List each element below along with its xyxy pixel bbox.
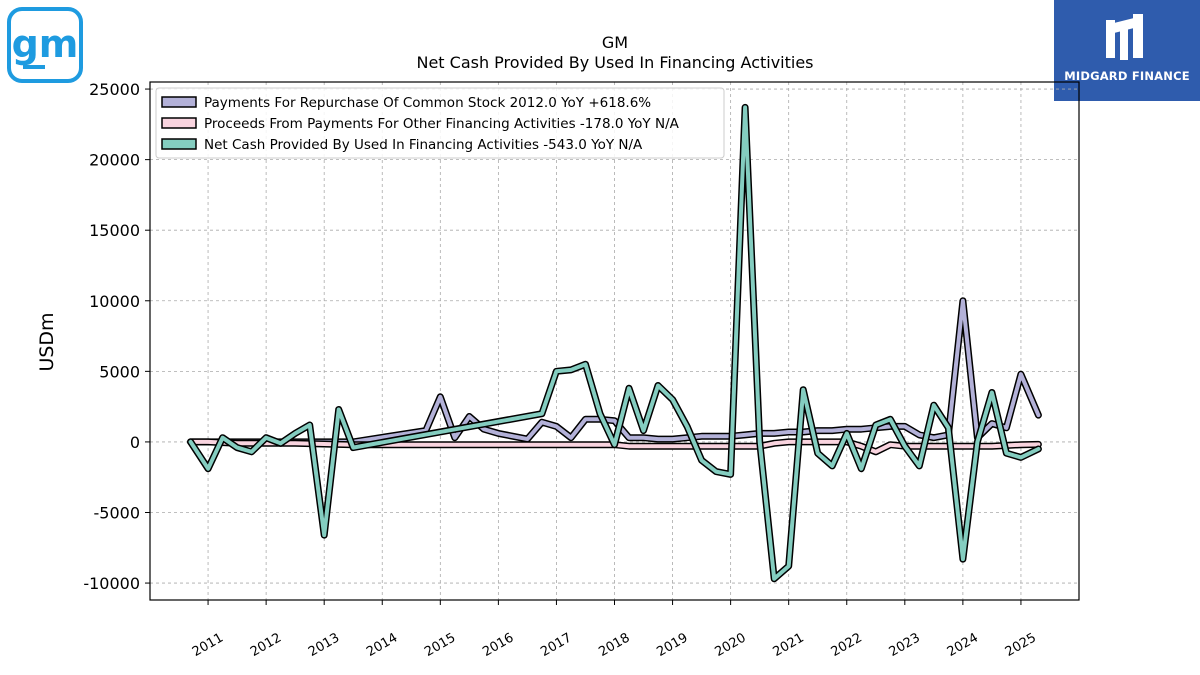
legend-label-1: Payments For Repurchase Of Common Stock … (204, 95, 651, 111)
x-tick-label: 2012 (248, 630, 284, 660)
x-tick-label: 2013 (306, 630, 342, 660)
y-tick-label: -10000 (83, 574, 140, 593)
x-tick-label: 2019 (654, 630, 690, 660)
x-tick-label: 2022 (829, 630, 865, 660)
x-tick-label: 2024 (945, 630, 981, 660)
midgard-mark-icon (1106, 14, 1143, 60)
legend-swatch-2 (161, 117, 197, 129)
legend-swatch-3 (161, 138, 197, 150)
y-tick-label: 15000 (89, 221, 140, 240)
chart-subtitle: Net Cash Provided By Used In Financing A… (416, 53, 813, 72)
x-tick-label: 2023 (887, 630, 923, 660)
chart-title: GM (602, 33, 628, 52)
x-tick-label: 2018 (596, 630, 632, 660)
y-tick-label: 10000 (89, 292, 140, 311)
y-tick-label: 5000 (99, 362, 140, 381)
legend-swatch-1 (161, 96, 197, 108)
legend-label-3: Net Cash Provided By Used In Financing A… (204, 137, 643, 153)
legend-box (155, 87, 725, 159)
x-tick-label: 2025 (1003, 630, 1039, 660)
x-tick-label: 2021 (771, 630, 807, 660)
x-tick-label: 2020 (712, 630, 748, 660)
y-axis-label: USDm (36, 312, 58, 371)
gm-logo: gm (7, 7, 83, 83)
y-tick-label: -5000 (94, 503, 141, 522)
x-tick-label: 2014 (364, 630, 400, 660)
y-tick-label: 25000 (89, 80, 140, 99)
y-tick-label: 0 (130, 433, 140, 452)
x-tick-label: 2015 (422, 630, 458, 660)
x-tick-label: 2011 (190, 630, 226, 660)
legend-label-2: Proceeds From Payments For Other Financi… (204, 116, 680, 132)
midgard-logo-text: MIDGARD FINANCE (1064, 69, 1190, 83)
x-tick-label: 2017 (538, 630, 574, 660)
series-line-3 (188, 105, 1041, 581)
y-tick-label: 20000 (89, 151, 140, 170)
svg-text:gm: gm (12, 22, 79, 66)
x-tick-label: 2016 (480, 630, 516, 660)
midgard-logo: MIDGARD FINANCE (1054, 0, 1200, 101)
